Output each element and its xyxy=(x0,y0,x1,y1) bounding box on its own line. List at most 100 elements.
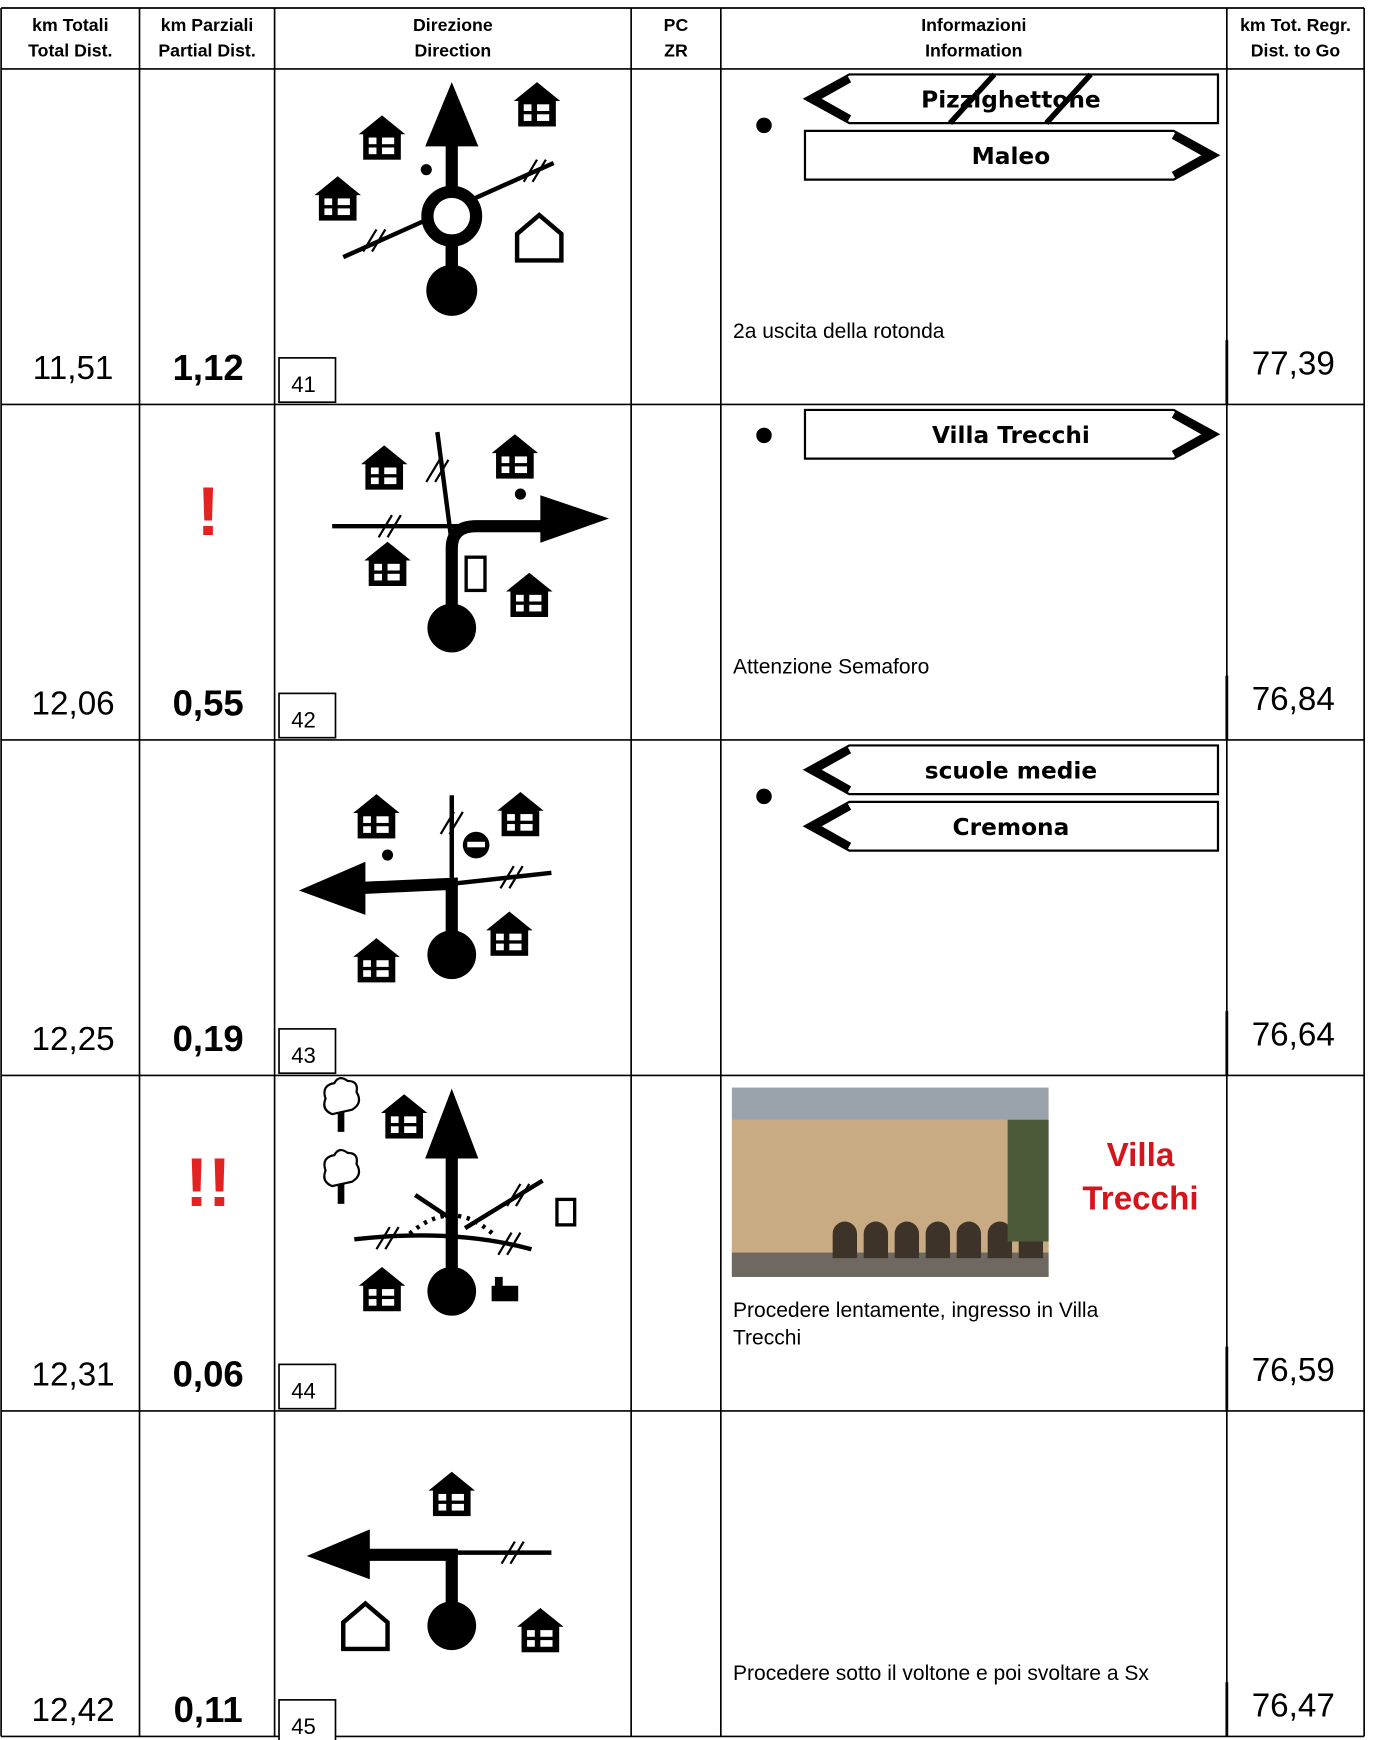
window xyxy=(324,198,333,206)
window xyxy=(514,456,528,464)
road-break xyxy=(500,1540,516,1565)
body xyxy=(368,558,407,586)
building-icon xyxy=(380,1094,428,1139)
road-break xyxy=(386,514,402,538)
sign-cross xyxy=(947,72,997,126)
window xyxy=(527,1630,535,1637)
roof xyxy=(314,176,361,196)
step-number: 44 xyxy=(291,1379,316,1404)
window xyxy=(515,604,524,612)
window xyxy=(527,1640,535,1647)
sign-chevron xyxy=(1171,410,1218,458)
window xyxy=(384,467,397,475)
road-break xyxy=(522,159,538,183)
km-to-go: 77,39 xyxy=(1252,346,1335,383)
road-break xyxy=(384,1226,400,1250)
body xyxy=(365,461,404,490)
warning: ! xyxy=(197,473,220,550)
window xyxy=(540,1630,553,1637)
km-partial: 1,12 xyxy=(173,347,244,388)
arrow-head xyxy=(298,861,366,915)
dot xyxy=(756,117,772,134)
info-text: Procedere sotto il voltone e poi svoltar… xyxy=(733,1662,1149,1685)
road-break xyxy=(509,1540,525,1565)
place-title: Trecchi xyxy=(1082,1180,1198,1217)
km-to-go: 76,59 xyxy=(1252,1352,1335,1389)
window xyxy=(370,477,379,485)
km-total: 12,31 xyxy=(32,1356,115,1393)
header-label: km Tot. Regr. xyxy=(1240,15,1351,35)
window xyxy=(507,814,515,821)
sign-chevron xyxy=(805,75,852,123)
window xyxy=(496,943,504,951)
trunk xyxy=(337,1111,345,1132)
road-break xyxy=(375,1226,391,1250)
road-break xyxy=(439,811,455,835)
window xyxy=(438,1503,447,1511)
body xyxy=(510,589,549,617)
window xyxy=(507,824,515,831)
dot xyxy=(756,788,772,805)
dot xyxy=(426,264,478,316)
church-icon xyxy=(491,1285,519,1302)
sign-cross xyxy=(1044,72,1093,126)
building-icon xyxy=(497,791,544,837)
roof xyxy=(358,115,406,135)
no-entry-bar xyxy=(467,841,485,848)
km-total: 12,25 xyxy=(32,1021,115,1058)
window xyxy=(451,1503,464,1511)
window xyxy=(324,208,333,216)
window xyxy=(368,1299,377,1306)
road-break xyxy=(508,865,524,889)
dot xyxy=(427,603,477,653)
km-total: 12,06 xyxy=(32,685,115,722)
body xyxy=(357,810,396,839)
km-to-go: 76,64 xyxy=(1252,1017,1335,1054)
road-break xyxy=(506,1183,522,1207)
sign-text: Cremona xyxy=(953,814,1070,841)
roof xyxy=(380,1094,428,1114)
km-partial: 0,55 xyxy=(173,683,244,724)
window xyxy=(363,960,371,967)
sign-text: scuole medie xyxy=(925,758,1097,785)
road-break xyxy=(377,514,393,538)
window xyxy=(384,477,397,485)
dot xyxy=(382,849,394,861)
parking-sign xyxy=(555,1197,577,1227)
roof xyxy=(364,541,411,561)
body xyxy=(385,1110,423,1139)
window xyxy=(529,604,542,612)
body xyxy=(518,98,556,127)
roof xyxy=(486,911,533,931)
roof xyxy=(360,445,408,465)
window xyxy=(540,1640,553,1647)
header-label: km Totali xyxy=(32,15,108,35)
window xyxy=(363,826,371,833)
step-number: 43 xyxy=(291,1043,316,1068)
dot xyxy=(756,427,772,444)
road xyxy=(451,870,552,887)
trunk xyxy=(337,1183,345,1204)
body xyxy=(432,1488,471,1517)
body xyxy=(363,132,401,160)
photo-arch xyxy=(925,1221,951,1259)
warning: !! xyxy=(185,1144,231,1221)
house-icon xyxy=(514,212,564,263)
info-text: Attenzione Semaforo xyxy=(733,655,929,678)
window xyxy=(368,1289,377,1296)
window xyxy=(404,1116,417,1124)
road-sign xyxy=(802,800,1220,852)
road-break xyxy=(448,811,464,835)
dot xyxy=(514,488,526,500)
window xyxy=(515,594,524,602)
header-label: Total Dist. xyxy=(28,41,112,61)
body xyxy=(521,1624,560,1653)
photo-tree xyxy=(1007,1119,1049,1242)
building-icon xyxy=(358,1266,406,1312)
window xyxy=(404,1126,417,1133)
window xyxy=(370,467,379,475)
window xyxy=(382,1299,395,1306)
road-break xyxy=(434,459,450,483)
road-break xyxy=(371,228,387,253)
